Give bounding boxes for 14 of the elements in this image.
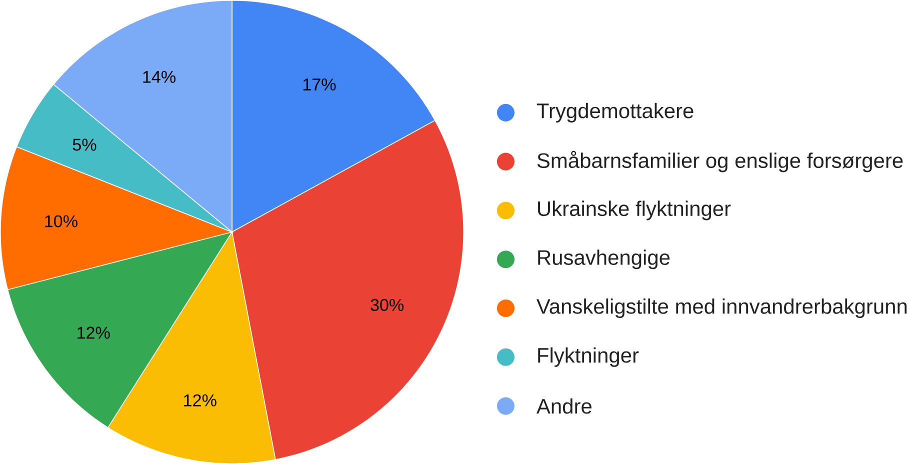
legend-label: Trygdemottakere — [536, 102, 694, 122]
data-label: 30% — [370, 298, 404, 312]
legend-label: Rusavhengige — [538, 250, 670, 270]
legend-label: Flyktninger — [538, 347, 639, 367]
data-label: 12% — [184, 394, 216, 406]
data-label: 10% — [45, 215, 78, 228]
data-label: 12% — [78, 326, 110, 339]
legend-label: Vanskeligstilte med innvandrerbakgrunn — [536, 298, 907, 318]
data-label: 14% — [143, 70, 176, 83]
data-label: 17% — [303, 78, 336, 90]
legend-label: Småbarnsfamilier og enslige forsørgere — [537, 150, 903, 172]
legend-label: Andre — [536, 398, 592, 414]
data-label: 5% — [72, 138, 96, 151]
legend-label: Ukrainske flyktninger — [538, 200, 731, 220]
